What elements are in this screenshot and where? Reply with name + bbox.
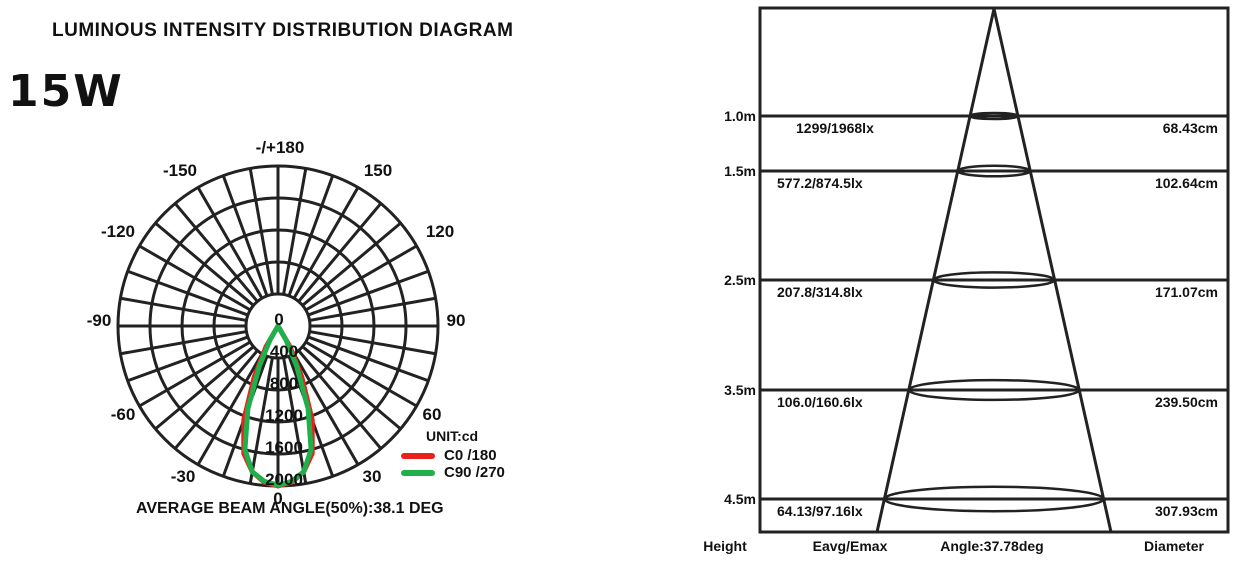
ring-label-800: 800 <box>270 374 298 393</box>
cone-rows: 1.0m 1299/1968lx 68.43cm 1.5m 577.2/874.5lx 1… <box>724 108 1228 519</box>
cone-diameter-value: 68.43cm <box>1163 120 1218 136</box>
angle-label-n120: -120 <box>101 222 135 241</box>
polar-spoke <box>297 349 382 450</box>
polar-angle-labels: -/+180 -150 150 -120 120 -90 90 -60 60 -… <box>87 138 466 508</box>
ring-label-1200: 1200 <box>265 406 303 425</box>
polar-spoke <box>120 330 247 356</box>
cone-eavg-value: 577.2/874.5lx <box>777 175 863 191</box>
polar-spoke <box>297 202 382 303</box>
cone-eavg-value: 207.8/314.8lx <box>777 284 863 300</box>
polar-spoke <box>174 202 259 303</box>
ring-label-0: 0 <box>274 310 283 329</box>
cone-ellipse <box>932 271 1056 289</box>
polar-spoke <box>174 349 259 450</box>
cone-ellipse <box>907 378 1081 402</box>
angle-label-n150: -150 <box>163 161 197 180</box>
polar-spoke <box>127 335 249 383</box>
cone-height-label: 4.5m <box>724 491 756 507</box>
polar-spoke <box>282 357 308 484</box>
polar-spoke <box>248 357 274 484</box>
cone-ellipse <box>883 485 1105 513</box>
polar-spoke <box>138 244 252 312</box>
polar-spoke <box>292 186 360 300</box>
polar-spoke <box>304 244 418 312</box>
angle-label-bottom: 0 <box>273 489 282 508</box>
cone-height-label: 1.5m <box>724 163 756 179</box>
polar-spoke <box>282 168 308 295</box>
polar-curves <box>241 323 315 489</box>
polar-spoke <box>307 335 429 383</box>
polar-spoke <box>138 340 252 408</box>
cone-eavg-value: 64.13/97.16lx <box>777 503 863 519</box>
cone-eavg-value: 1299/1968lx <box>796 120 874 136</box>
polar-spokes <box>118 166 438 486</box>
cone-diameter-value: 171.07cm <box>1155 284 1218 300</box>
polar-spoke <box>196 186 264 300</box>
ring-label-400: 400 <box>270 342 298 361</box>
angle-label-p90: 90 <box>447 311 466 330</box>
polar-spoke <box>287 175 335 297</box>
cone-height-label: 1.0m <box>724 108 756 124</box>
cone-ellipse <box>956 164 1032 178</box>
footer-angle-label: Angle:37.78deg <box>940 538 1043 554</box>
polar-spoke <box>221 175 269 297</box>
cone-footer: Height Eavg/Emax Angle:37.78deg Diameter <box>703 538 1204 554</box>
curve-c90-270 <box>242 323 314 488</box>
polar-spoke <box>309 330 436 356</box>
angle-label-top: -/+180 <box>256 138 305 157</box>
ring-label-2000: 2000 <box>265 470 303 489</box>
polar-spoke <box>304 340 418 408</box>
polar-spoke <box>120 296 247 322</box>
footer-diameter-label: Diameter <box>1144 538 1204 554</box>
polar-spoke <box>292 352 360 466</box>
cone-left-edge <box>875 8 996 533</box>
cone-frame <box>758 6 1230 534</box>
polar-spoke <box>301 222 402 307</box>
cone-diameter-value: 307.93cm <box>1155 503 1218 519</box>
cone-right-edge <box>992 8 1113 533</box>
polar-spoke <box>154 222 255 307</box>
cone-diameter-value: 239.50cm <box>1155 394 1218 410</box>
cone-height-label: 3.5m <box>724 382 756 398</box>
footer-height-label: Height <box>703 538 747 554</box>
cone-height-label: 2.5m <box>724 272 756 288</box>
polar-spoke <box>196 352 264 466</box>
wattage-label: 15W <box>8 66 124 117</box>
ring-label-1600: 1600 <box>265 438 303 457</box>
polar-spoke <box>154 345 255 430</box>
diagram-title: LUMINOUS INTENSITY DISTRIBUTION DIAGRAM <box>52 20 514 41</box>
angle-label-p120: 120 <box>426 222 454 241</box>
unit-label: UNIT:cd <box>426 428 478 444</box>
angle-label-p150: 150 <box>364 161 392 180</box>
polar-legend: UNIT:cd C0 /180 C90 /270 <box>401 428 505 481</box>
angle-label-p30: 30 <box>363 467 382 486</box>
polar-ring-labels: 0 400 800 1200 1600 2000 <box>265 310 303 489</box>
polar-spoke <box>301 345 402 430</box>
cone-eavg-value: 106.0/160.6lx <box>777 394 863 410</box>
cone-diameter-value: 102.64cm <box>1155 175 1218 191</box>
polar-spoke <box>307 269 429 317</box>
polar-spoke <box>248 168 274 295</box>
polar-spoke <box>309 296 436 322</box>
legend-label-c0: C0 /180 <box>444 447 497 464</box>
legend-label-c90: C90 /270 <box>444 464 505 481</box>
angle-label-n90: -90 <box>87 311 112 330</box>
cone-ellipse <box>968 111 1020 121</box>
beam-angle-text: AVERAGE BEAM ANGLE(50%):38.1 DEG <box>136 500 444 517</box>
footer-eavg-label: Eavg/Emax <box>813 538 888 554</box>
cone-diagram: 1.0m 1299/1968lx 68.43cm 1.5m 577.2/874.5lx 1… <box>724 6 1230 534</box>
angle-label-n60: -60 <box>111 405 136 424</box>
polar-spoke <box>127 269 249 317</box>
angle-label-n30: -30 <box>171 467 196 486</box>
angle-label-p60: 60 <box>423 405 442 424</box>
